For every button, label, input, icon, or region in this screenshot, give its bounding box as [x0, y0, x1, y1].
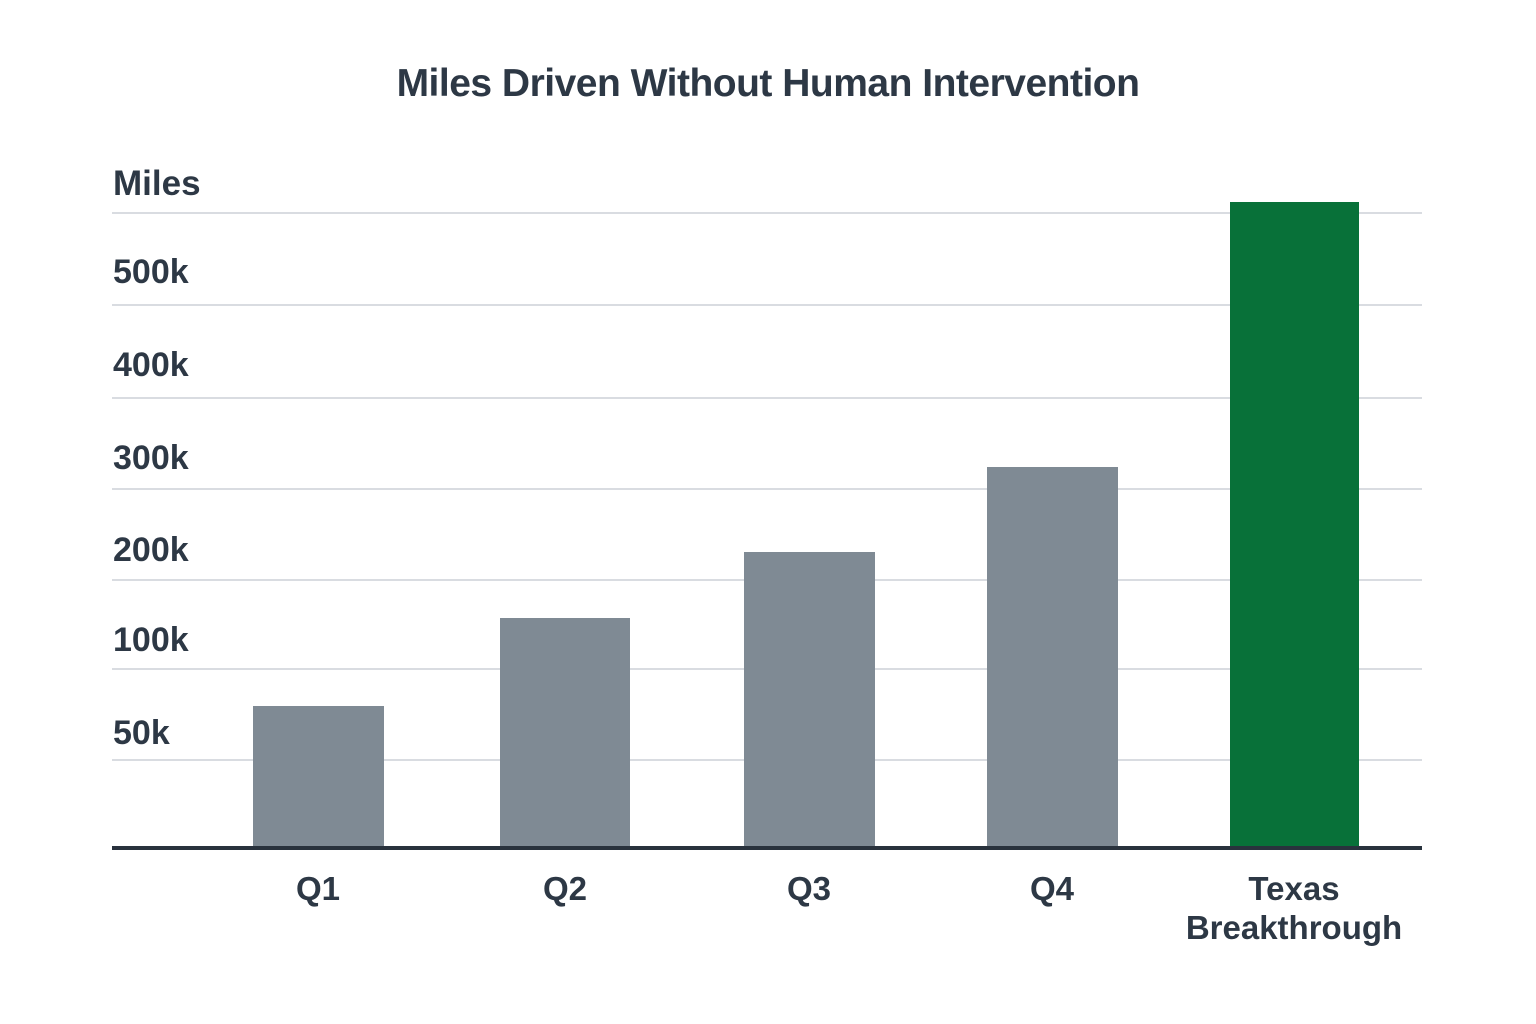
x-axis-label: Q3	[786, 870, 832, 907]
bar-q4	[986, 467, 1118, 848]
bar-texas-breakthrough	[1229, 202, 1359, 848]
x-axis-line	[112, 846, 1422, 850]
y-tick-label: 50k	[113, 714, 170, 752]
bar-q1	[252, 706, 384, 848]
x-axis-label: Q1	[295, 870, 341, 907]
gridline	[112, 212, 1422, 214]
bar-q3	[743, 552, 875, 848]
y-tick-label: 100k	[113, 621, 189, 659]
gridline	[112, 397, 1422, 399]
x-axis-label: Texas Breakthrough	[1185, 870, 1403, 946]
y-tick-label: 400k	[113, 346, 189, 384]
x-axis-label: Q4	[1029, 870, 1075, 907]
x-axis-label: Q2	[542, 870, 588, 907]
y-tick-label: 500k	[113, 253, 189, 291]
gridline	[112, 304, 1422, 306]
y-axis-title: Miles	[113, 164, 201, 203]
y-tick-label: 200k	[113, 531, 189, 569]
chart-title: Miles Driven Without Human Intervention	[396, 62, 1140, 105]
y-tick-label: 300k	[113, 439, 189, 477]
bar-q2	[500, 618, 630, 848]
gridline	[112, 488, 1422, 490]
